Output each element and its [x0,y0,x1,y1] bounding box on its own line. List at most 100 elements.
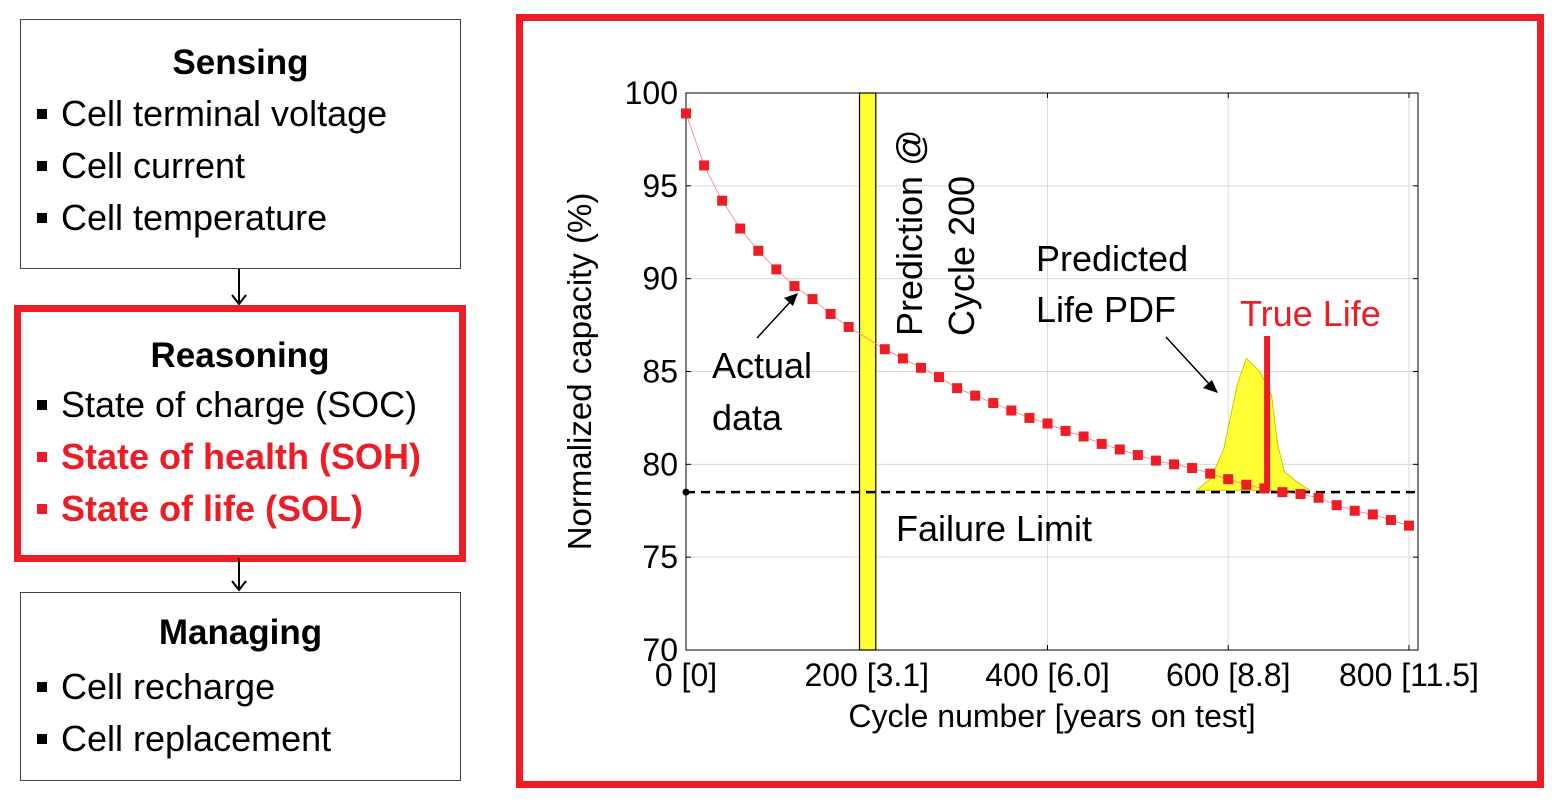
list-item-highlighted: State of life (SOL) [37,483,459,535]
data-point [753,245,764,256]
x-axis-label: Cycle number [years on test] [848,698,1255,734]
prediction-band [858,92,877,651]
annotation-failure-limit: Failure Limit [896,508,1092,549]
reasoning-title: Reasoning [150,336,330,375]
sensing-title: Sensing [172,43,309,82]
data-point [1295,489,1306,500]
annotation-predicted-pdf-line2: Life PDF [1036,289,1176,330]
data-point [1313,492,1324,503]
managing-title: Managing [158,613,323,652]
data-point [1132,450,1143,461]
predicted-pdf-arrow [1165,336,1212,387]
data-point [681,108,691,119]
data-point [879,344,890,355]
list-item: Cell recharge [37,661,460,713]
data-point [1277,487,1288,498]
data-point [1403,520,1414,531]
data-point [807,294,818,305]
data-point [1367,509,1378,520]
list-item: Cell current [37,140,460,192]
annotation-actual-data-line1: Actual [712,345,812,386]
data-point [1006,405,1017,416]
x-tick-label: 800 [11.5] [1339,657,1479,693]
bullet-icon [37,400,47,410]
y-tick-label: 90 [642,261,678,297]
arrowhead-icon [1203,380,1218,393]
data-point [771,264,782,275]
down-arrow-icon [231,558,247,592]
list-item-label: State of health (SOH) [61,436,422,477]
data-point [717,195,728,206]
data-point [843,321,854,332]
data-point [825,308,836,319]
x-tick-label: 400 [6.0] [985,657,1110,693]
list-item-label: Cell replacement [61,718,332,759]
data-point [1187,463,1198,474]
list-item-label: State of charge (SOC) [61,384,418,425]
chart-frame [516,14,1544,788]
data-point [699,160,710,171]
data-point [1150,455,1161,466]
data-point [1223,474,1234,485]
data-point [897,353,908,364]
y-tick-label: 80 [642,446,678,482]
bullet-icon [37,682,47,692]
list-item: Cell terminal voltage [37,88,460,140]
y-tick-label: 95 [642,168,678,204]
data-point [1385,515,1396,526]
bullet-icon [37,504,47,514]
bullet-icon [37,452,47,462]
data-point [988,398,999,409]
data-point [934,372,945,383]
data-point [1259,483,1270,494]
data-point [915,362,926,373]
x-tick-label: 600 [8.8] [1166,657,1291,693]
data-point [1114,444,1125,455]
annotation-true-life: True Life [1240,293,1381,334]
data-point [789,281,800,292]
data-point [970,390,981,401]
x-tick-label: 200 [3.1] [804,657,929,693]
y-axis-label: Normalized capacity (%) [561,193,598,551]
annotation-predicted-pdf-line1: Predicted [1036,238,1188,279]
data-point [1205,468,1216,479]
list-item-highlighted: State of health (SOH) [37,431,459,483]
data-point [1060,425,1071,436]
data-line [685,113,1410,526]
actual-data-arrow [756,299,793,339]
list-item: Cell replacement [37,713,460,765]
list-item-label: Cell recharge [61,666,276,707]
annotation-prediction-line1: Prediction @ [889,129,930,336]
down-arrow-icon [231,269,247,306]
list-item-label: State of life (SOL) [61,488,364,529]
list-item-label: Cell terminal voltage [61,93,388,134]
list-item: Cell temperature [37,192,460,244]
data-point [1241,479,1252,490]
arrowhead-icon [784,293,798,306]
bullet-icon [37,213,47,223]
data-point [1024,412,1035,423]
bullet-icon [37,161,47,171]
failure-limit-marker [682,488,690,496]
annotation-actual-data-line2: data [712,397,783,438]
list-item-label: Cell temperature [61,197,328,238]
bullet-icon [37,734,47,744]
data-point [735,223,746,234]
data-point [1331,500,1342,511]
y-tick-label: 70 [642,632,678,668]
data-point [1349,505,1360,516]
x-tick-label: 0 [0] [655,657,717,693]
list-item-label: Cell current [61,145,246,186]
data-point [1169,459,1179,470]
y-tick-label: 100 [625,75,678,111]
bullet-icon [37,109,47,119]
data-point [1078,431,1089,442]
list-item: State of charge (SOC) [37,379,459,431]
data-point [952,383,963,394]
sensing-box: Sensing Cell terminal voltage Cell curre… [20,19,461,269]
y-tick-label: 75 [642,539,678,575]
annotation-prediction-line2: Cycle 200 [941,176,982,336]
data-point [1096,438,1107,449]
y-tick-label: 85 [642,354,678,390]
